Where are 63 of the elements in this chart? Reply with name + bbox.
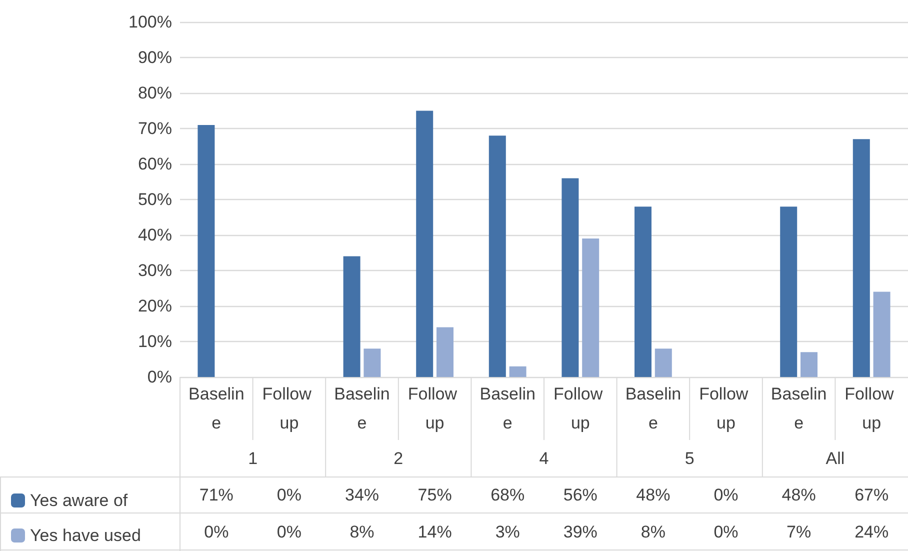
x-tick-label: Baseline bbox=[770, 384, 827, 432]
bar bbox=[582, 238, 600, 377]
y-tick-label: 90% bbox=[138, 48, 172, 67]
data-label: 67% bbox=[854, 486, 889, 504]
data-label: 8% bbox=[640, 522, 666, 542]
bar bbox=[436, 327, 454, 377]
data-label: 39% bbox=[563, 522, 598, 542]
bar bbox=[364, 348, 381, 377]
y-tick-label: 20% bbox=[138, 296, 172, 316]
x-tick-label: Follow up bbox=[262, 384, 316, 432]
bar bbox=[343, 256, 360, 377]
data-label: 71% bbox=[199, 486, 234, 504]
bar bbox=[509, 366, 526, 377]
text: All bbox=[826, 449, 845, 468]
bar bbox=[488, 136, 506, 377]
text: 5 bbox=[684, 449, 694, 468]
x-tick-label: Follow up bbox=[553, 384, 608, 432]
data-label: 56% bbox=[563, 486, 598, 504]
y-tick-label: 70% bbox=[138, 119, 172, 138]
y-tick-label: 40% bbox=[138, 226, 172, 244]
data-label: 8% bbox=[350, 522, 374, 542]
x-tick-label: Baseline bbox=[625, 384, 682, 432]
data-label: 24% bbox=[854, 522, 889, 542]
bar bbox=[198, 124, 215, 377]
text: 1 bbox=[248, 449, 258, 468]
legend-label: Yes aware of bbox=[30, 491, 128, 510]
data-label: 75% bbox=[418, 486, 452, 504]
y-tick-label: 100% bbox=[128, 12, 172, 32]
y-tick-label: 80% bbox=[138, 84, 172, 102]
y-tick-label: 10% bbox=[138, 332, 172, 351]
bar bbox=[654, 348, 672, 377]
bar bbox=[416, 110, 434, 377]
data-label: 48% bbox=[782, 486, 816, 504]
bar bbox=[562, 178, 579, 377]
data-label: 0% bbox=[276, 486, 302, 504]
bar bbox=[780, 206, 798, 377]
bar bbox=[634, 206, 652, 377]
data-label: 0% bbox=[204, 522, 229, 542]
data-label: 3% bbox=[495, 522, 520, 542]
data-label: 7% bbox=[786, 522, 812, 542]
x-tick-label: Follow up bbox=[408, 384, 462, 432]
x-tick-label: Follow up bbox=[844, 384, 899, 432]
x-tick-label: Baseline bbox=[480, 384, 536, 432]
bar bbox=[852, 139, 870, 377]
y-tick-label: 60% bbox=[138, 154, 172, 174]
data-label: 48% bbox=[636, 486, 670, 504]
bar bbox=[800, 352, 818, 377]
data-label: 34% bbox=[344, 486, 380, 504]
data-label: 0% bbox=[276, 522, 302, 542]
bar bbox=[873, 292, 890, 377]
y-tick-label: 0% bbox=[147, 368, 172, 386]
x-tick-label: Baseline bbox=[188, 384, 244, 432]
x-tick-label: Follow up bbox=[699, 384, 753, 432]
data-label: 14% bbox=[418, 522, 452, 542]
y-tick-label: 50% bbox=[138, 190, 172, 209]
text: 4 bbox=[539, 449, 549, 468]
data-label: 0% bbox=[714, 486, 738, 504]
y-tick-label: 30% bbox=[138, 261, 172, 280]
text: 2 bbox=[394, 449, 404, 468]
x-tick-label: Baseline bbox=[334, 384, 390, 432]
data-label: 68% bbox=[490, 486, 525, 504]
legend-label: Yes have used bbox=[30, 526, 141, 545]
data-label: 0% bbox=[714, 522, 738, 542]
